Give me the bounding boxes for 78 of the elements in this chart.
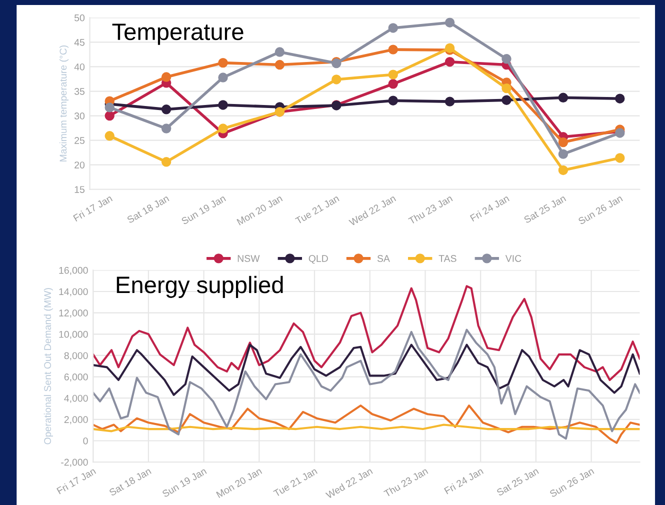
point	[388, 79, 398, 89]
legend-label: SA	[377, 255, 390, 262]
point	[502, 83, 512, 94]
point	[161, 124, 172, 134]
x-tick-label: Mon 20 Jan	[236, 194, 283, 226]
point	[104, 131, 114, 141]
point	[615, 94, 625, 104]
point	[218, 100, 228, 110]
point	[558, 165, 568, 176]
y-tick-label: 20	[74, 162, 85, 168]
point	[444, 96, 455, 106]
y-tick-label: 25	[74, 137, 85, 144]
y-tick-label: 30	[74, 112, 85, 120]
x-tick-label: Sun 19 Jan	[180, 194, 226, 225]
point	[218, 72, 228, 82]
y-tick-label: 35	[74, 88, 85, 95]
legend-label: TAS	[438, 255, 456, 262]
legend-label: NSW	[238, 255, 260, 262]
y-tick-label: 10,000	[59, 330, 88, 339]
legend-label: QLD	[308, 255, 328, 264]
x-tick-label: Fri 24 Jan	[470, 194, 510, 222]
y-tick-label: 50	[74, 14, 85, 22]
point	[104, 102, 114, 112]
x-tick-label: Thu 23 Jan	[383, 467, 428, 498]
point	[218, 58, 228, 68]
point	[502, 54, 512, 64]
point	[104, 110, 114, 121]
point	[558, 92, 568, 102]
point	[502, 95, 512, 105]
y-tick-label: 2,000	[64, 416, 88, 424]
point	[332, 74, 342, 84]
point	[161, 104, 172, 114]
x-tick-label: Fri 17 Jan	[56, 467, 96, 494]
x-tick-label: Sun 19 Jan	[162, 467, 207, 498]
y-tick-label: 14,000	[59, 288, 88, 296]
y-tick-label: 6,000	[64, 374, 88, 382]
legend-label: VIC	[505, 255, 522, 262]
y-tick-label: 15	[74, 186, 85, 193]
point	[274, 47, 285, 57]
chart-title: Energy supplied	[116, 276, 283, 298]
x-tick-label: Fri 24 Jan	[444, 467, 484, 494]
x-tick-label: Tue 21 Jan	[273, 467, 318, 498]
y-axis-title: Maximum temperature (°C)	[59, 45, 69, 162]
x-tick-label: Sat 18 Jan	[108, 467, 152, 496]
y-tick-label: 40	[74, 63, 85, 70]
point	[444, 56, 455, 67]
y-tick-label: 45	[74, 39, 85, 46]
point	[388, 70, 398, 80]
y-tick-label: 16,000	[59, 266, 88, 275]
point	[274, 60, 285, 70]
point	[388, 23, 398, 33]
y-tick-label: -2,000	[61, 458, 88, 467]
point	[558, 137, 568, 148]
x-tick-label: Mon 20 Jan	[216, 467, 262, 498]
point	[388, 96, 398, 106]
y-axis-title: Operational Sent Out Demand (MW)	[44, 288, 53, 444]
x-tick-label: Wed 22 Jan	[325, 467, 373, 499]
y-tick-label: 0	[83, 437, 88, 444]
y-tick-label: 8,000	[64, 352, 88, 360]
x-tick-label: Sun 26 Jan	[549, 467, 594, 498]
x-tick-label: Fri 17 Jan	[72, 194, 113, 222]
x-tick-label: Thu 23 Jan	[408, 194, 453, 225]
x-tick-label: Wed 22 Jan	[348, 194, 396, 226]
point	[444, 18, 455, 28]
point	[218, 124, 228, 134]
point	[161, 72, 172, 82]
x-tick-label: Sun 26 Jan	[578, 194, 623, 225]
x-tick-label: Sat 18 Jan	[126, 194, 170, 224]
y-tick-label: 12,000	[59, 310, 88, 318]
x-tick-label: Sat 25 Jan	[496, 467, 539, 496]
chart-title: Temperature	[112, 24, 244, 45]
y-tick-label: 4,000	[64, 394, 88, 403]
x-tick-label: Sat 25 Jan	[523, 194, 566, 224]
point	[558, 149, 568, 159]
x-tick-label: Tue 21 Jan	[294, 194, 340, 224]
point	[615, 153, 625, 163]
point	[161, 157, 172, 167]
point	[388, 44, 398, 54]
